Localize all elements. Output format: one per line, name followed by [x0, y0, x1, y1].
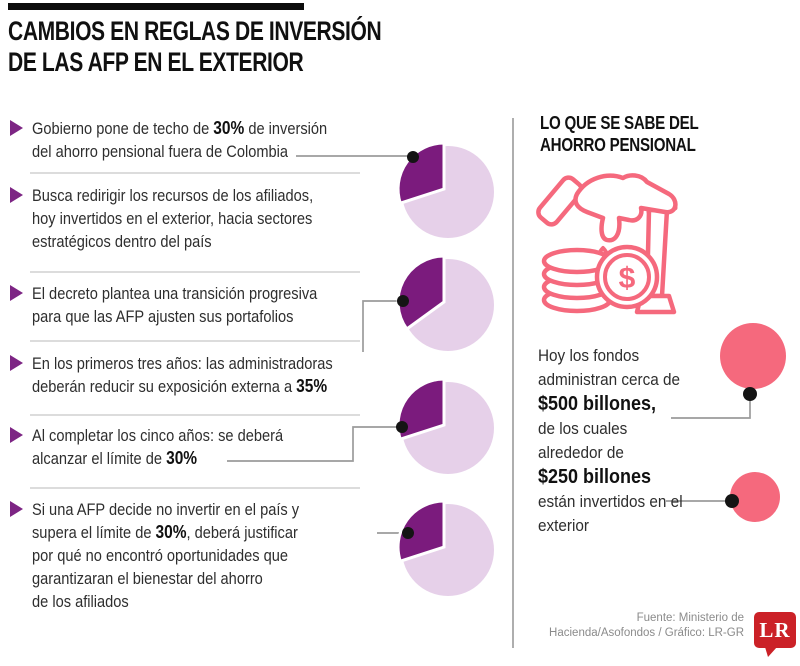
bullet-separator — [30, 271, 360, 273]
lr-logo: LR — [754, 612, 796, 657]
bullet-arrow-icon — [10, 501, 23, 517]
title-top-bar — [8, 3, 304, 10]
hand — [573, 173, 678, 243]
bullet-item-6: Si una AFP decide no invertir en el país… — [10, 498, 343, 613]
sidebar-title: LO QUE SE SABE DEL AHORRO PENSIONAL — [540, 112, 699, 156]
dot-pie-2 — [397, 295, 409, 307]
lr-logo-text: LR — [759, 617, 791, 642]
bullet-text-2: Busca redirigir los recursos de los afil… — [32, 186, 314, 251]
source-line2: Hacienda/Asofondos / Gráfico: LR-GR — [549, 627, 744, 639]
pie-connector-dots — [396, 151, 419, 539]
bubble-connector-lines — [666, 397, 751, 502]
bullet-separator — [30, 172, 360, 174]
connector-bubble-500 — [671, 397, 751, 419]
bullet-text-4: En los primeros tres años: las administr… — [32, 354, 333, 396]
pie-chart-35pct — [396, 254, 494, 351]
bullet-item-2: Busca redirigir los recursos de los afil… — [10, 184, 359, 253]
bullet-arrow-icon — [10, 187, 23, 203]
dot-pie-3 — [396, 421, 408, 433]
bullet-arrow-icon — [10, 120, 23, 136]
hand-dropping-coin-with-cane-icon: $ — [536, 173, 678, 315]
bullet-item-3: El decreto plantea una transición progre… — [10, 282, 364, 328]
bullet-text-1: Gobierno pone de techo de 30% de inversi… — [32, 118, 328, 161]
bullet-item-5: Al completar los cinco años: se deberá al… — [10, 424, 324, 470]
dot-bubble-250 — [725, 494, 739, 508]
bullet-separator — [30, 487, 360, 489]
bullet-separator — [30, 340, 360, 342]
pie-chart-30pct-top — [396, 141, 494, 238]
pie-connector-lines — [227, 155, 411, 534]
pie-chart-30pct-bottom — [396, 499, 494, 596]
dot-bubble-500 — [743, 387, 757, 401]
dollar-sign: $ — [619, 262, 636, 295]
bullet-arrow-icon — [10, 427, 23, 443]
sleeve-cuff — [536, 175, 584, 227]
sidebar-title-line2: AHORRO PENSIONAL — [540, 135, 696, 155]
bullet-arrow-icon — [10, 355, 23, 371]
source-credit: Fuente: Ministerio de Hacienda/Asofondos… — [549, 611, 744, 641]
bullet-text-3: El decreto plantea una transición progre… — [32, 284, 318, 326]
bullet-arrow-icon — [10, 285, 23, 301]
bullet-separator — [30, 414, 360, 416]
pie-chart-30pct-5years — [396, 377, 494, 474]
connector-pie-3 — [227, 426, 399, 462]
sidebar-paragraph: Hoy los fondos administran cerca de $500 b… — [538, 346, 683, 535]
connector-pie-2 — [362, 300, 400, 352]
bullet-item-1: Gobierno pone de techo de 30% de inversi… — [10, 117, 375, 163]
dollar-coin-inner-ring — [603, 253, 651, 301]
bullet-item-4: En los primeros tres años: las administr… — [10, 352, 382, 398]
page-title-line1: CAMBIOS EN REGLAS DE INVERSIÓN — [8, 16, 382, 46]
source-line1: Fuente: Ministerio de — [636, 612, 744, 624]
dot-pie-1 — [407, 151, 419, 163]
bubble-500-billones — [720, 323, 786, 389]
bubble-250-billones — [730, 472, 780, 522]
page-title-line2: DE LAS AFP EN EL EXTERIOR — [8, 47, 304, 77]
bullet-text-6: Si una AFP decide no invertir en el país… — [32, 500, 300, 611]
sidebar-title-line1: LO QUE SE SABE DEL — [540, 113, 699, 133]
page-title: CAMBIOS EN REGLAS DE INVERSIÓN DE LAS AF… — [8, 16, 382, 78]
bullet-text-5: Al completar los cinco años: se deberá al… — [32, 426, 284, 468]
dot-pie-4 — [402, 527, 414, 539]
